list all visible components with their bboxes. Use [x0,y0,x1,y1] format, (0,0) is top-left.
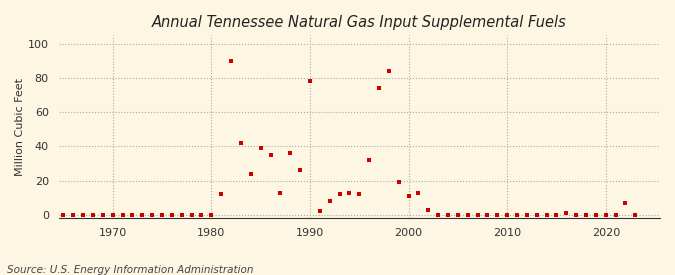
Point [137,213,148,217]
Title: Annual Tennessee Natural Gas Input Supplemental Fuels: Annual Tennessee Natural Gas Input Suppl… [152,15,566,30]
Point [167,213,178,217]
Point [295,168,306,173]
Text: Source: U.S. Energy Information Administration: Source: U.S. Energy Information Administ… [7,265,253,275]
Point [146,213,157,217]
Point [206,213,217,217]
Point [403,194,414,198]
Point [304,79,315,84]
Point [117,213,128,217]
Point [600,213,611,217]
Point [236,141,246,145]
Point [452,213,463,217]
Point [225,59,236,63]
Point [265,153,276,157]
Point [443,213,454,217]
Point [246,172,256,176]
Point [620,201,631,205]
Point [492,213,503,217]
Point [97,213,108,217]
Point [423,208,433,212]
Point [255,146,266,150]
Point [58,213,69,217]
Point [127,213,138,217]
Point [462,213,473,217]
Point [580,213,591,217]
Point [324,199,335,204]
Point [88,213,99,217]
Point [354,192,364,197]
Point [334,192,345,197]
Point [551,213,562,217]
Point [531,213,542,217]
Point [315,209,325,214]
Point [394,180,404,185]
Point [68,213,79,217]
Point [630,213,641,217]
Point [285,151,296,155]
Point [522,213,533,217]
Point [433,213,443,217]
Point [364,158,375,162]
Point [383,69,394,73]
Y-axis label: Million Cubic Feet: Million Cubic Feet [15,78,25,176]
Point [512,213,522,217]
Point [78,213,88,217]
Point [157,213,167,217]
Point [591,213,601,217]
Point [502,213,512,217]
Point [216,192,227,197]
Point [373,86,384,90]
Point [275,190,286,195]
Point [541,213,552,217]
Point [413,190,424,195]
Point [482,213,493,217]
Point [571,213,582,217]
Point [107,213,118,217]
Point [176,213,187,217]
Point [610,213,621,217]
Point [196,213,207,217]
Point [561,211,572,215]
Point [472,213,483,217]
Point [344,190,355,195]
Point [186,213,197,217]
